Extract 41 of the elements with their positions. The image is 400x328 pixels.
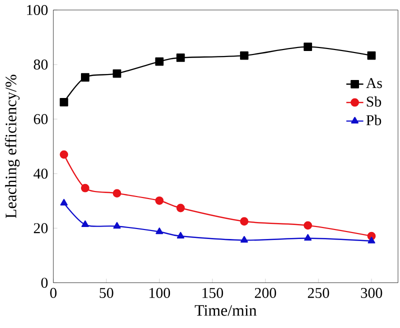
x-tick-label: 300 <box>361 288 382 298</box>
y-tick-label: 100 <box>27 5 48 16</box>
y-tick-label: 20 <box>34 223 48 234</box>
point <box>60 150 68 159</box>
point <box>156 228 164 234</box>
point <box>240 236 248 243</box>
x-tick-label: 50 <box>100 288 114 298</box>
point <box>176 54 185 62</box>
y-tick-label: 60 <box>34 114 48 124</box>
x-axis-title: Time/min <box>194 305 257 316</box>
point <box>113 222 121 229</box>
legend-label: Pb <box>366 114 382 126</box>
point <box>240 217 248 226</box>
point <box>155 196 164 205</box>
point <box>80 73 90 82</box>
point <box>304 42 312 52</box>
y-tick-label: 80 <box>34 60 48 70</box>
point <box>60 199 68 206</box>
legend-label: Sb <box>366 96 382 107</box>
point <box>367 52 376 60</box>
point <box>112 70 122 78</box>
legend-label: As <box>366 78 382 88</box>
point <box>176 232 184 239</box>
y-tick-label: 40 <box>34 168 48 179</box>
point <box>155 58 164 66</box>
y-tick-label: 0 <box>41 278 48 288</box>
point <box>80 184 90 192</box>
point <box>304 221 312 230</box>
x-tick-label: 100 <box>150 288 170 298</box>
x-tick-label: 0 <box>50 288 57 298</box>
point <box>81 220 89 228</box>
point <box>368 236 376 244</box>
point <box>112 189 122 198</box>
x-tick-label: 250 <box>308 288 330 298</box>
x-tick-label: 150 <box>202 288 224 298</box>
y-axis-title: Leaching efficiency/% <box>4 74 20 218</box>
x-tick-label: 200 <box>254 288 276 298</box>
point <box>60 98 68 107</box>
point <box>240 52 248 60</box>
point <box>176 204 185 212</box>
point <box>304 234 312 241</box>
